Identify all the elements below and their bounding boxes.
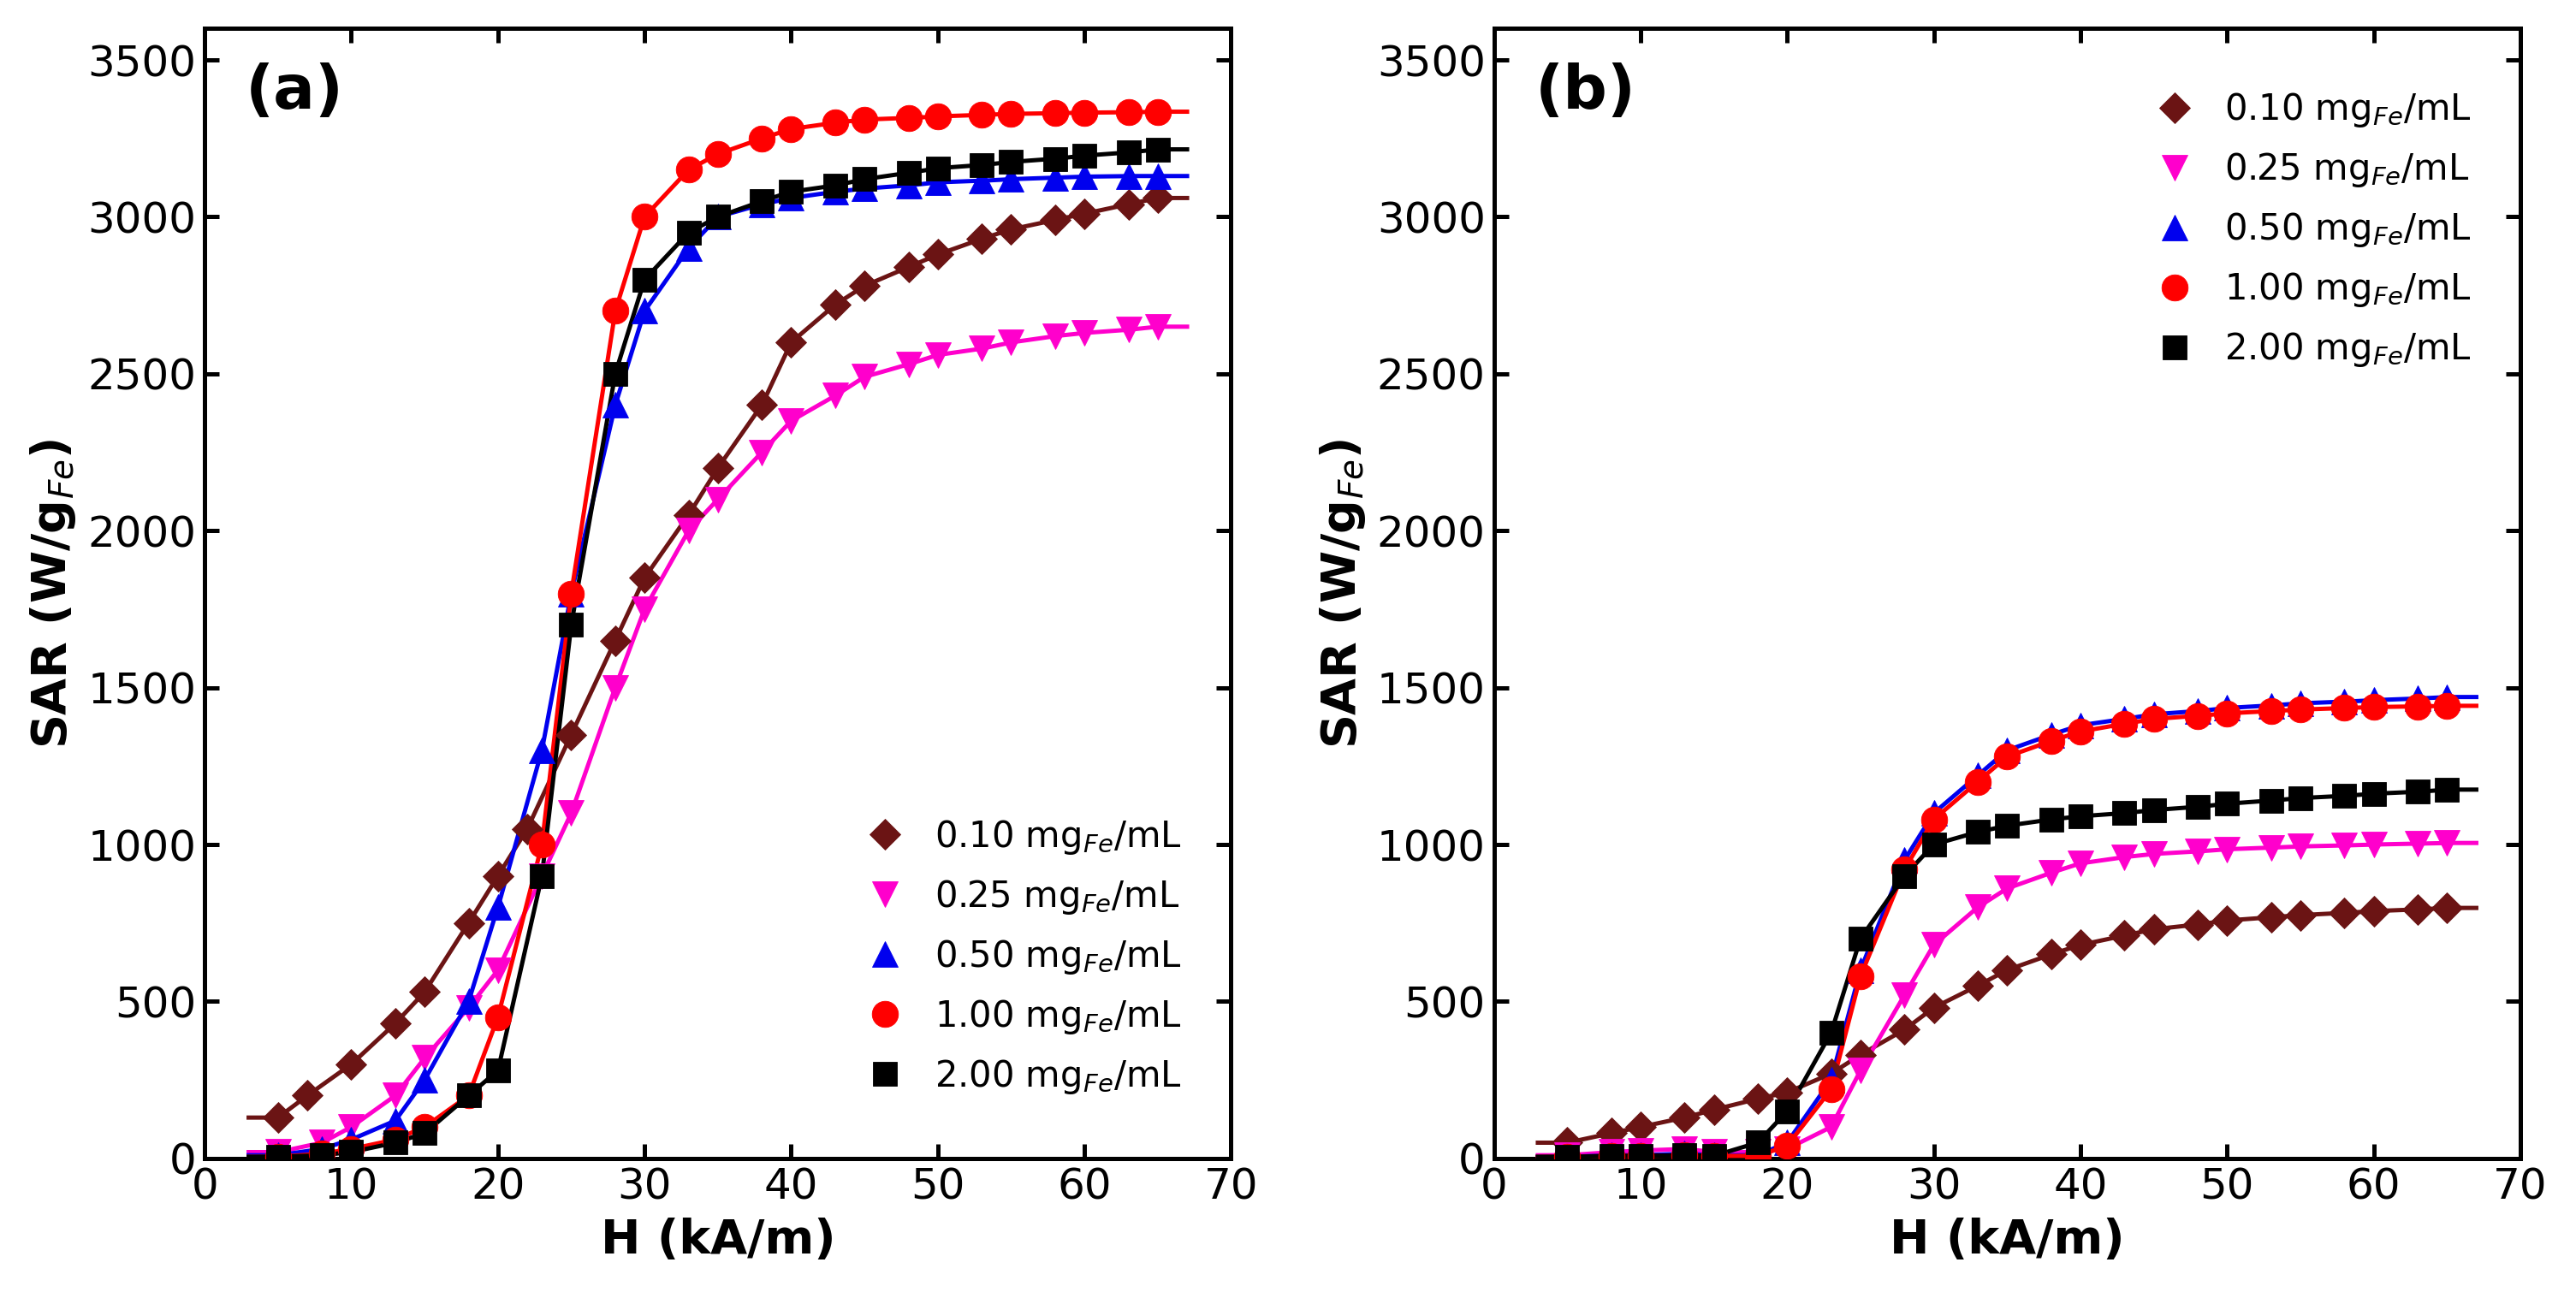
- X-axis label: H (kA/m): H (kA/m): [600, 1217, 835, 1264]
- Y-axis label: SAR (W/g$_{Fe}$): SAR (W/g$_{Fe}$): [1319, 438, 1368, 748]
- X-axis label: H (kA/m): H (kA/m): [1891, 1217, 2125, 1264]
- Legend: 0.10 mg$_{Fe}$/mL, 0.25 mg$_{Fe}$/mL, 0.50 mg$_{Fe}$/mL, 1.00 mg$_{Fe}$/mL, 2.00: 0.10 mg$_{Fe}$/mL, 0.25 mg$_{Fe}$/mL, 0.…: [840, 808, 1193, 1107]
- Text: (b): (b): [1535, 62, 1636, 121]
- Legend: 0.10 mg$_{Fe}$/mL, 0.25 mg$_{Fe}$/mL, 0.50 mg$_{Fe}$/mL, 1.00 mg$_{Fe}$/mL, 2.00: 0.10 mg$_{Fe}$/mL, 0.25 mg$_{Fe}$/mL, 0.…: [2128, 80, 2481, 380]
- Text: (a): (a): [245, 62, 345, 121]
- Y-axis label: SAR (W/g$_{Fe}$): SAR (W/g$_{Fe}$): [28, 438, 77, 748]
